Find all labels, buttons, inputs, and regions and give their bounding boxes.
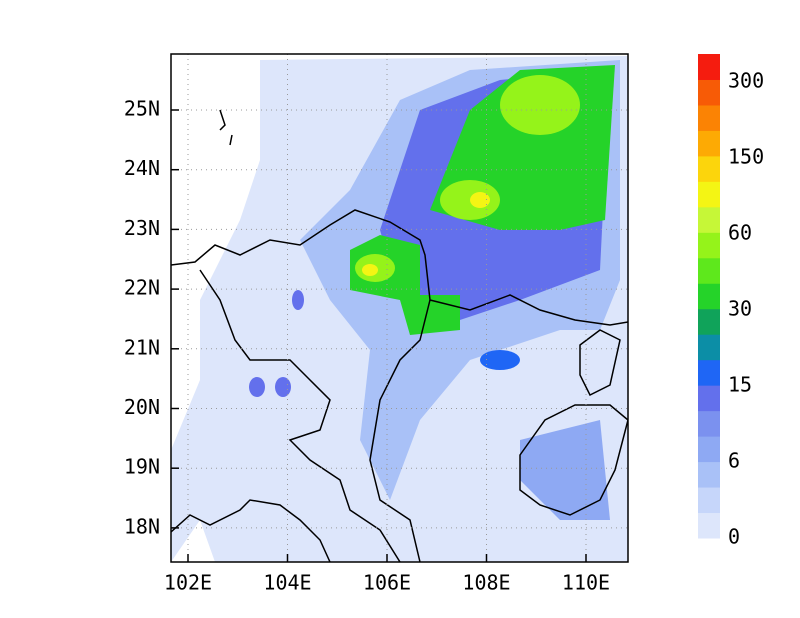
colorbar-label: 6 bbox=[728, 449, 740, 473]
colorbar-box bbox=[698, 410, 720, 437]
contour-10 bbox=[362, 264, 378, 276]
coastlines bbox=[171, 109, 628, 562]
map-frame bbox=[170, 53, 629, 563]
colorbar-box bbox=[698, 79, 720, 106]
colorbar-box bbox=[698, 359, 720, 386]
colorbar-box bbox=[698, 512, 720, 539]
colorbar-box bbox=[698, 436, 720, 463]
colorbar-box bbox=[698, 130, 720, 157]
contour-13 bbox=[292, 290, 304, 310]
y-tick-label: 21N bbox=[124, 335, 160, 359]
colorbar-label: 15 bbox=[728, 373, 752, 397]
y-tick-label: 25N bbox=[124, 97, 160, 121]
colorbar-box bbox=[698, 54, 720, 80]
y-tick-label: 18N bbox=[124, 514, 160, 538]
colorbar-box bbox=[698, 308, 720, 335]
x-tick-label: 110E bbox=[562, 571, 610, 595]
y-tick-label: 19N bbox=[124, 455, 160, 479]
y-tick-label: 22N bbox=[124, 276, 160, 300]
colorbar-box bbox=[698, 155, 720, 182]
colorbar-box bbox=[698, 257, 720, 284]
contour-14 bbox=[480, 350, 520, 370]
y-tick-label: 20N bbox=[124, 395, 160, 419]
colorbar-label: 300 bbox=[728, 69, 764, 93]
colorbar-box bbox=[698, 385, 720, 412]
contour-12 bbox=[275, 377, 291, 397]
colorbar-box bbox=[698, 206, 720, 233]
colorbar-label: 30 bbox=[728, 297, 752, 321]
colorbar-box bbox=[698, 487, 720, 514]
x-tick-label: 102E bbox=[164, 571, 212, 595]
x-tick-label: 104E bbox=[263, 571, 311, 595]
contour-6 bbox=[500, 75, 580, 135]
contour-9 bbox=[470, 192, 490, 208]
contour-11 bbox=[249, 377, 265, 397]
y-tick-label: 23N bbox=[124, 216, 160, 240]
y-tick-label: 24N bbox=[124, 156, 160, 180]
colorbar-label: 0 bbox=[728, 525, 740, 549]
colorbar-box bbox=[698, 461, 720, 488]
x-tick-label: 108E bbox=[462, 571, 510, 595]
x-tick-label: 106E bbox=[363, 571, 411, 595]
colorbar-box bbox=[698, 283, 720, 310]
colorbar-box bbox=[698, 334, 720, 361]
graticule bbox=[171, 54, 628, 562]
colorbar-box bbox=[698, 181, 720, 208]
colorbar-label: 60 bbox=[728, 221, 752, 245]
colorbar-box bbox=[698, 104, 720, 131]
contour-2 bbox=[520, 420, 610, 520]
colorbar-box bbox=[698, 232, 720, 259]
precip-field bbox=[171, 56, 628, 562]
colorbar: 0 6 15 30 60 150 300 bbox=[698, 54, 764, 549]
colorbar-label: 150 bbox=[728, 145, 764, 169]
